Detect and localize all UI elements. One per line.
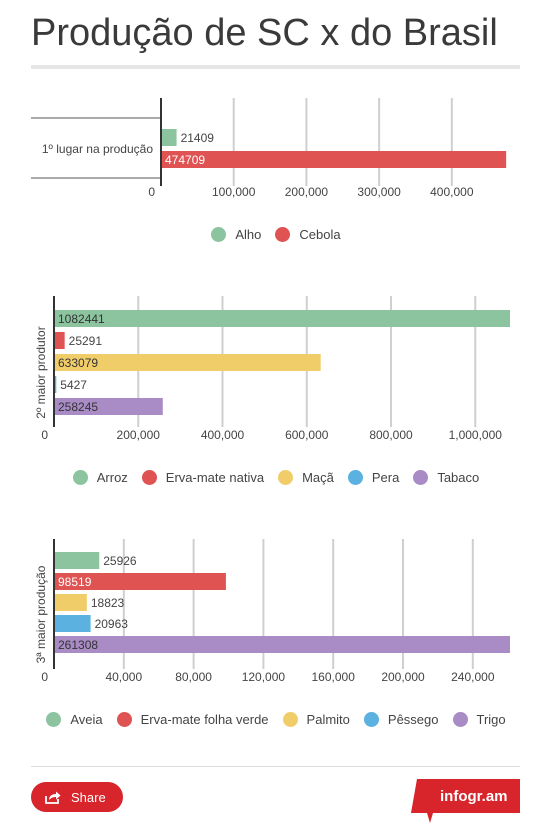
tick-label: 200,000 [117, 428, 161, 442]
bar [54, 573, 226, 590]
data-label: 261308 [58, 638, 98, 652]
tick-label: 40,000 [105, 670, 142, 684]
title-divider [31, 65, 520, 69]
data-label: 474709 [165, 153, 205, 167]
data-label: 20963 [95, 617, 129, 631]
bar [161, 151, 507, 168]
tick-label: 300,000 [357, 185, 401, 199]
legend-dot-icon [116, 712, 132, 727]
share-icon [45, 791, 61, 804]
tick-label: 0 [148, 185, 155, 199]
category-label: 1º lugar na produção [42, 142, 153, 156]
legend-item[interactable]: Pera [347, 470, 400, 485]
legend-item[interactable]: Tabaco [413, 470, 479, 485]
tick-label: 400,000 [430, 185, 474, 199]
category-label: 2º maior produtor [34, 326, 48, 418]
tick-label: 400,000 [201, 428, 245, 442]
tick-label: 1,000,000 [449, 428, 503, 442]
legend-dot-icon [46, 712, 62, 727]
tick-label: 160,000 [312, 670, 356, 684]
legend-item[interactable]: Pêssego [363, 712, 439, 727]
legend-dot-icon [72, 470, 88, 485]
legend-item[interactable]: Aveia [46, 712, 103, 727]
legend-item[interactable]: Trigo [452, 712, 506, 727]
legend-label: Alho [235, 227, 262, 242]
bar [161, 129, 177, 146]
tick-label: 200,000 [285, 185, 329, 199]
legend-label: Aveia [70, 712, 103, 727]
data-label: 25926 [103, 554, 137, 568]
bar [54, 552, 100, 569]
tick-label: 100,000 [212, 185, 256, 199]
legend-dot-icon [275, 227, 291, 242]
legend-label: Erva-mate folha verde [140, 712, 269, 727]
data-label: 98519 [58, 575, 92, 589]
chart-second-producer: 2º maior produtor 1082441 25291 633079 5427 2… [34, 296, 510, 442]
data-label: 18823 [91, 596, 125, 610]
legend-item[interactable]: Maçã [278, 470, 334, 485]
bar [54, 615, 91, 632]
bar [54, 636, 510, 653]
legend-label: Erva-mate nativa [165, 470, 265, 485]
legend-third-production: Aveia Erva-mate folha verde Palmito Pêssego… [0, 712, 552, 727]
legend-item[interactable]: Erva-mate nativa [141, 470, 265, 485]
bar [54, 376, 57, 393]
bar [54, 594, 87, 611]
tick-label: 80,000 [175, 670, 212, 684]
legend-dot-icon [211, 227, 227, 242]
category-label: 3ª maior produção [34, 565, 48, 663]
tick-label: 200,000 [381, 670, 425, 684]
bar [54, 310, 510, 327]
tick-label: 600,000 [285, 428, 329, 442]
legend-dot-icon [282, 712, 298, 727]
data-label: 25291 [69, 334, 103, 348]
bar [54, 332, 65, 349]
legend-label: Maçã [302, 470, 334, 485]
bar [54, 354, 321, 371]
legend-dot-icon [347, 470, 363, 485]
legend-item[interactable]: Cebola [275, 227, 341, 242]
chart-third-production: 3ª maior produção 25926 98519 18823 20963 261… [34, 539, 510, 684]
legend-item[interactable]: Alho [211, 227, 261, 242]
legend-label: Arroz [96, 470, 128, 485]
brand-label[interactable]: infogr.am [440, 788, 508, 805]
category-bracket [31, 117, 161, 179]
legend-label: Trigo [476, 712, 506, 727]
legend-dot-icon [452, 712, 468, 727]
data-label: 258245 [58, 400, 98, 414]
share-button[interactable]: Share [31, 782, 123, 812]
legend-second-producer: Arroz Erva-mate nativa Maçã Pera Tabaco [0, 470, 552, 485]
legend-dot-icon [278, 470, 294, 485]
legend-dot-icon [413, 470, 429, 485]
data-label: 21409 [181, 131, 215, 145]
data-label: 633079 [58, 356, 98, 370]
legend-label: Pêssego [387, 712, 439, 727]
footer-divider [31, 766, 520, 767]
legend-dot-icon [141, 470, 157, 485]
bar [54, 398, 163, 415]
legend-label: Pera [371, 470, 400, 485]
legend-label: Tabaco [437, 470, 480, 485]
chart-first-place: 1º lugar na produção 21409 474709 0 100,000 2… [31, 98, 507, 199]
legend-dot-icon [363, 712, 379, 727]
page-title: Produção de SC x do Brasil [31, 12, 498, 54]
legend-item[interactable]: Arroz [72, 470, 128, 485]
legend-first-place: Alho Cebola [0, 227, 552, 242]
legend-label: Cebola [299, 227, 341, 242]
share-label: Share [71, 789, 106, 805]
tick-label: 240,000 [451, 670, 495, 684]
data-label: 1082441 [58, 312, 105, 326]
legend-item[interactable]: Palmito [282, 712, 350, 727]
tick-label: 800,000 [369, 428, 413, 442]
data-label: 5427 [60, 378, 87, 392]
tick-label: 0 [41, 428, 48, 442]
tick-label: 120,000 [242, 670, 286, 684]
legend-label: Palmito [306, 712, 350, 727]
infogram-logo[interactable] [411, 779, 520, 823]
tick-label: 0 [41, 670, 48, 684]
legend-item[interactable]: Erva-mate folha verde [116, 712, 269, 727]
